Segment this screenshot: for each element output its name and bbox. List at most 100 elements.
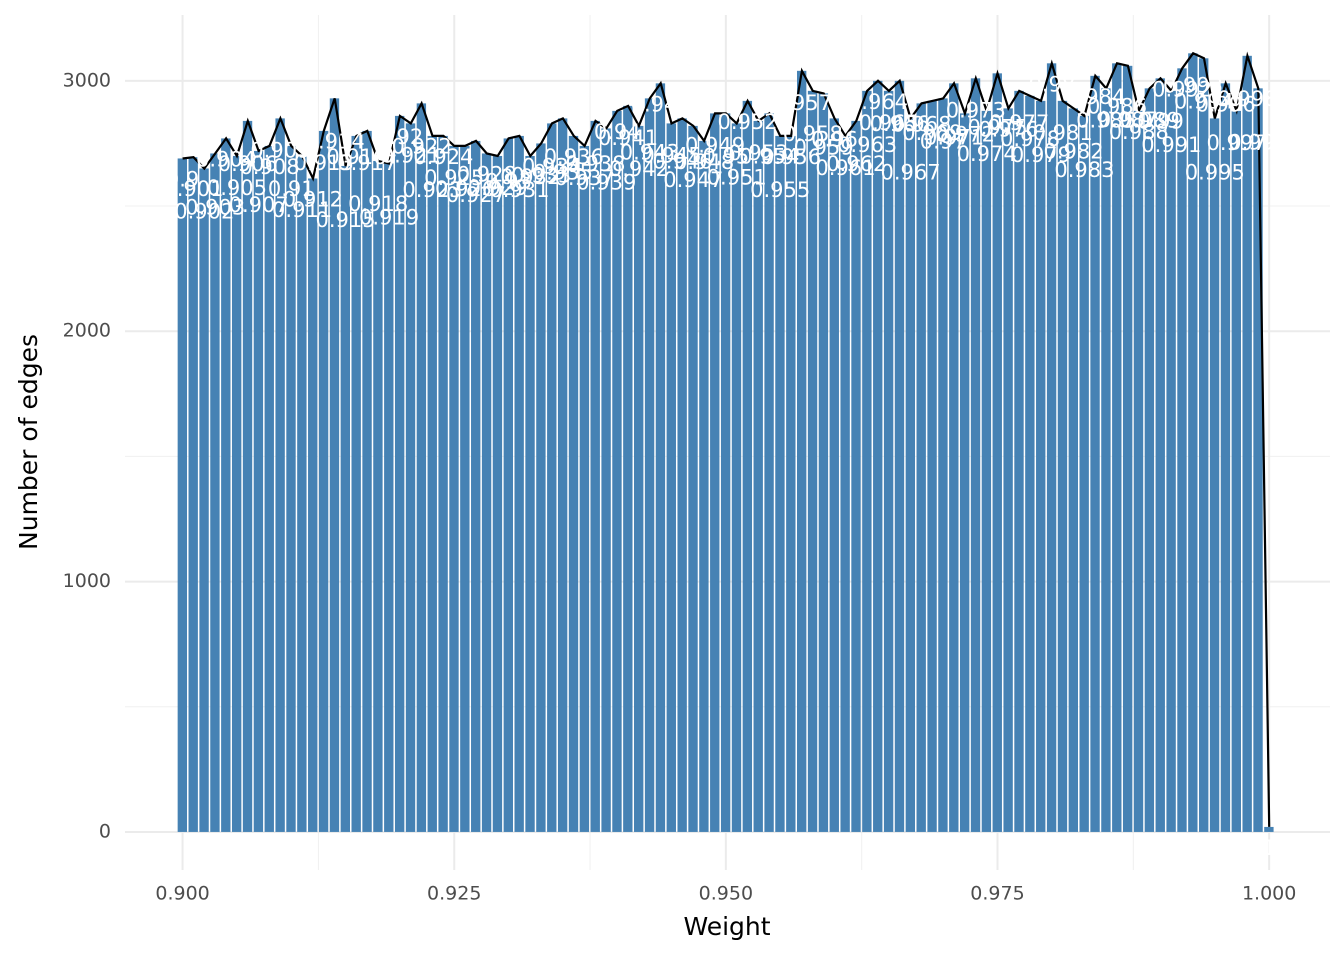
bar <box>427 135 437 832</box>
x-tick-label: 1.000 <box>1242 883 1296 905</box>
x-tick-label: 0.975 <box>970 883 1024 905</box>
bar <box>536 143 546 832</box>
bar-label: 0.909 <box>250 138 310 162</box>
bar-label: 0.969 <box>902 121 962 145</box>
bar-label: 0.997 <box>1206 131 1266 155</box>
y-tick-label: 1000 <box>63 570 111 592</box>
bar <box>807 90 818 832</box>
bar <box>699 140 709 832</box>
bar-label: 0.944 <box>631 92 691 116</box>
bar <box>959 113 970 832</box>
bar <box>710 113 720 832</box>
bar-label: 0.974 <box>957 142 1017 166</box>
bar <box>547 123 557 832</box>
bar-label: 0.946 <box>652 149 712 173</box>
bar-label: 0.93 <box>485 169 532 193</box>
bar-label: 0.954 <box>739 144 799 168</box>
bar-label: 0.972 <box>935 122 995 146</box>
bar <box>449 145 459 832</box>
bar <box>210 153 220 832</box>
bar-label: 0.967 <box>881 160 941 184</box>
x-tick-label: 0.900 <box>155 883 209 905</box>
bar-label: 0.992 <box>1152 77 1212 101</box>
bar <box>916 103 926 832</box>
bar <box>405 123 416 832</box>
bar-label: 0.942 <box>609 157 669 181</box>
bar <box>601 128 611 832</box>
bar-label: 0.966 <box>870 112 930 136</box>
bar-label: 0.905 <box>207 176 267 200</box>
bar-label: 0.934 <box>522 154 582 178</box>
bar-label: 0.915 <box>316 208 376 232</box>
bar <box>590 120 600 832</box>
bar-label: 0.948 <box>674 150 734 174</box>
bar <box>796 70 807 832</box>
bar <box>818 93 829 832</box>
bar <box>742 100 753 832</box>
bar-label: 0.981 <box>1033 121 1093 145</box>
bar <box>1177 68 1187 832</box>
line <box>182 51 1271 827</box>
bar-label: 0.91 <box>268 177 315 201</box>
bar <box>753 120 763 832</box>
bar-label: 0.913 <box>294 151 354 175</box>
bar <box>1231 110 1241 832</box>
bar-label: 0.979 <box>1011 143 1071 167</box>
bar-label: 0.929 <box>468 176 528 200</box>
bar <box>1188 53 1198 832</box>
y-tick-label: 0 <box>99 820 111 842</box>
bar-label: 0.928 <box>457 162 517 186</box>
bar <box>318 130 329 832</box>
bar-label: 0.961 <box>815 156 875 180</box>
bar-label: 0.919 <box>359 205 419 229</box>
bar-label: 0.952 <box>718 110 778 134</box>
bar-label: 0.914 <box>305 129 365 153</box>
bar-label: 0.908 <box>239 155 299 179</box>
bar-label: 0.994 <box>1174 89 1234 113</box>
bar <box>677 118 687 832</box>
bar-label: 0.943 <box>620 140 680 164</box>
x-tick-label: 0.950 <box>699 883 753 905</box>
bar <box>634 125 644 832</box>
bar <box>905 118 916 832</box>
y-axis-title: Number of edges <box>14 334 43 550</box>
bar <box>1199 58 1209 832</box>
bar <box>1112 63 1122 832</box>
bar-label: 0.965 <box>859 111 919 135</box>
bar-label: 0.937 <box>555 166 615 190</box>
bar <box>1144 88 1155 832</box>
bar <box>862 90 872 832</box>
bar-label: 0.963 <box>837 133 897 157</box>
bar <box>177 158 188 832</box>
bar <box>775 135 785 832</box>
bar <box>199 168 209 832</box>
bar-label: 0.923 <box>402 178 462 202</box>
bar <box>1209 118 1220 832</box>
bar <box>829 118 839 832</box>
bar-label: 0.933 <box>511 163 571 187</box>
bar-label: 0.906 <box>218 152 278 176</box>
bar <box>351 135 361 832</box>
bar <box>655 83 666 832</box>
bar <box>894 80 905 832</box>
bar-label: 0.955 <box>750 178 810 202</box>
bar <box>579 145 590 832</box>
y-tick-label: 2000 <box>63 320 111 342</box>
bar <box>340 165 351 832</box>
bar-label: 0.903 <box>185 195 245 219</box>
bar-label: 0.975 <box>967 115 1027 139</box>
bar-label: 0.998 <box>1217 87 1277 111</box>
bar-label: 0.941 <box>598 126 658 150</box>
bar <box>1014 90 1024 832</box>
bar <box>786 135 796 832</box>
bar <box>503 138 513 832</box>
bar-label: 0.935 <box>533 160 593 184</box>
bar <box>373 160 383 832</box>
bar <box>1166 90 1176 832</box>
bar <box>851 120 861 832</box>
bar-label: 0.989 <box>1120 108 1180 132</box>
bar-label: 0.953 <box>728 141 788 165</box>
bar-label: 0.982 <box>1044 139 1104 163</box>
bar-label: 0.92 <box>377 125 424 149</box>
